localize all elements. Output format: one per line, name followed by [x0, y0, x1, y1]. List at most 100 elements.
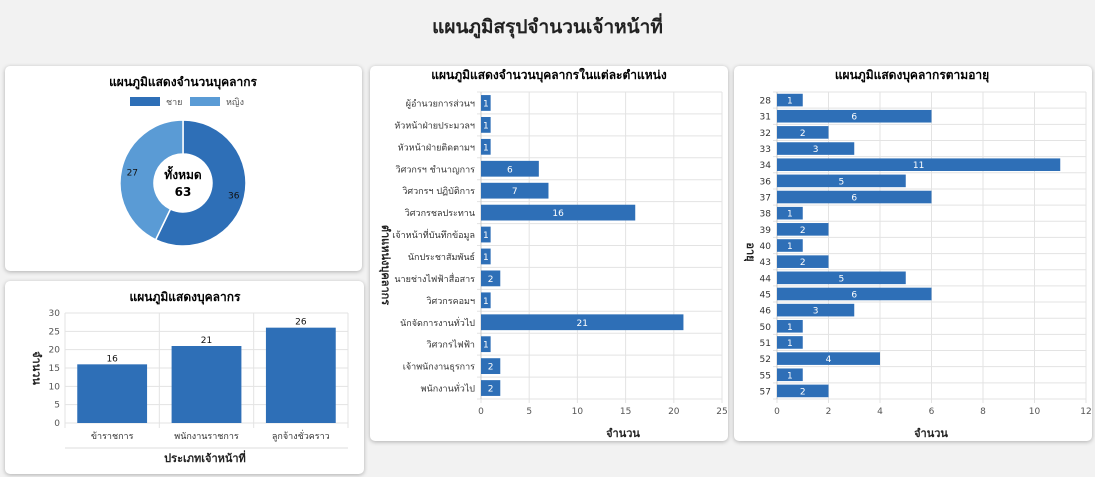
chart-title: แผนภูมิแสดงบุคลากร [130, 290, 242, 305]
x-tick-label: 4 [877, 407, 883, 417]
x-tick-label: 12 [1080, 407, 1091, 417]
bar [481, 138, 491, 155]
bar [481, 380, 501, 396]
x-tick-label: 2 [826, 407, 832, 417]
y-tick-label: 33 [760, 145, 771, 155]
legend-label: ชาย [166, 98, 182, 108]
bar-value-label: 6 [851, 290, 857, 300]
bar-value-label: 1 [483, 99, 489, 109]
x-tick-label: ข้าราชการ [91, 431, 134, 442]
bar [777, 126, 829, 139]
bar [481, 314, 684, 331]
x-tick-label: 25 [716, 407, 727, 417]
y-tick-label: 40 [760, 242, 772, 252]
y-tick-label: 50 [760, 323, 772, 333]
legend-swatch [190, 97, 220, 106]
bar [777, 109, 932, 123]
bar [481, 336, 491, 353]
y-tick-label: 0 [54, 419, 60, 429]
y-tick-label: 10 [49, 382, 61, 392]
y-tick-label: หัวหน้าฝ่ายติดตามฯ [398, 142, 475, 153]
bar-value-label: 1 [483, 341, 489, 351]
x-axis-title: จำนวน [606, 427, 640, 440]
bar [777, 142, 855, 155]
age-bar-chart: แผนภูมิแสดงบุคลากรตามอายุ0 2 4 6 8 10 12128631… [743, 68, 1092, 440]
bar [481, 226, 491, 243]
staff-type-chart-card: แผนภูมิแสดงบุคลากร 0 5 10 15 20 25 30 16 ข้าราชกา… [5, 281, 364, 474]
legend-swatch [130, 97, 160, 106]
bar [171, 346, 242, 423]
y-tick-label: 39 [760, 226, 772, 236]
bar [481, 160, 539, 177]
bar-value-label: 1 [483, 253, 489, 263]
y-tick-label: นักจัดการงานทั่วไป [400, 316, 475, 329]
bar-value-label: 16 [552, 209, 564, 219]
y-tick-label: หัวหน้าฝ่ายประมวลฯ [394, 120, 475, 131]
x-axis-title: จำนวน [914, 427, 948, 440]
bar-value-label: 5 [839, 177, 845, 187]
bar-value-label: 1 [483, 231, 489, 241]
bar-value-label: 21 [201, 336, 212, 346]
slice-value-label: 36 [228, 192, 240, 202]
bar-value-label: 7 [512, 187, 518, 197]
bar-value-label: 21 [576, 319, 587, 329]
y-tick-label: 38 [760, 210, 772, 220]
y-tick-label: 36 [760, 177, 772, 187]
y-tick-label: เจ้าพนักงานธุรการ [403, 362, 475, 373]
y-tick-label: นายช่างไฟฟ้าสื่อสาร [394, 272, 475, 285]
bar-value-label: 5 [839, 274, 845, 284]
bar [77, 364, 148, 423]
x-tick-label: 0 [478, 407, 484, 417]
y-tick-label: ผู้อำนวยการส่วนฯ [406, 98, 475, 109]
bar-value-label: 16 [106, 354, 118, 364]
y-tick-label: วิศวกรฯ ปฏิบัติการ [402, 186, 475, 197]
bar-value-label: 2 [488, 363, 494, 373]
y-axis-title: จำนวน [30, 351, 43, 385]
bar [777, 384, 829, 398]
bar [777, 93, 803, 107]
bar [777, 174, 906, 188]
bar [265, 327, 336, 423]
bar-value-label: 1 [787, 97, 793, 107]
bar-value-label: 4 [826, 355, 832, 365]
y-tick-label: เจ้าหน้าที่บันทึกข้อมูล [392, 228, 475, 241]
x-tick-label: 5 [526, 407, 532, 417]
bar-value-label: 1 [483, 121, 489, 131]
bar-value-label: 2 [800, 258, 806, 268]
bar [777, 158, 1061, 172]
bar [777, 287, 932, 301]
y-tick-label: 37 [760, 194, 771, 204]
bar [481, 358, 501, 375]
bar-value-label: 6 [851, 194, 857, 204]
position-chart-card: แผนภูมิแสดงจำนวนบุคลากรในแต่ละตำแหน่ง 0 5 1… [370, 66, 728, 441]
y-axis-title: ตำแหน่งบุคลากร [378, 225, 392, 305]
bar [481, 182, 549, 199]
bar [777, 255, 829, 268]
y-tick-label: วิศวกรไฟฟ้า [427, 340, 475, 351]
bar [777, 206, 803, 220]
bar-value-label: 6 [851, 113, 857, 123]
bar [777, 319, 803, 333]
bar [777, 239, 803, 252]
y-tick-label: 15 [49, 364, 60, 374]
y-tick-label: นักประชาสัมพันธ์ [408, 251, 475, 263]
x-tick-label: 6 [929, 407, 935, 417]
x-tick-label: 20 [668, 407, 680, 417]
legend-label: หญิง [226, 97, 244, 108]
y-tick-label: 20 [49, 346, 61, 356]
x-tick-label: 8 [980, 407, 986, 417]
bar-value-label: 3 [813, 307, 819, 317]
x-tick-label: 0 [774, 407, 780, 417]
y-tick-label: 30 [49, 309, 61, 319]
x-axis-title: ประเภทเจ้าหน้าที่ [164, 450, 246, 465]
x-tick-label: พนักงานราชการ [174, 432, 239, 442]
y-tick-label: 55 [760, 371, 771, 381]
bar-value-label: 11 [913, 161, 924, 171]
bar [481, 292, 491, 309]
bar [481, 204, 636, 221]
bar [777, 223, 829, 236]
bar [777, 352, 880, 365]
bar-value-label: 2 [488, 385, 494, 395]
bar [777, 303, 855, 317]
